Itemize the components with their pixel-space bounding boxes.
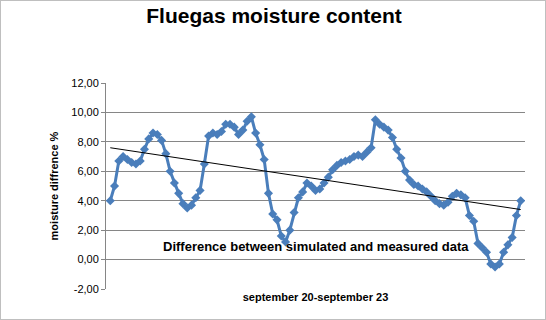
- svg-text:6,00: 6,00: [77, 165, 98, 177]
- svg-text:moisture diffrence %: moisture diffrence %: [48, 131, 60, 240]
- svg-text:10,00: 10,00: [71, 106, 99, 118]
- svg-text:0,00: 0,00: [77, 253, 98, 265]
- svg-text:12,00: 12,00: [71, 77, 99, 89]
- svg-text:4,00: 4,00: [77, 195, 98, 207]
- svg-text:-2,00: -2,00: [74, 283, 99, 295]
- svg-text:Fluegas moisture content: Fluegas moisture content: [146, 4, 402, 27]
- svg-text:september 20-september 23: september 20-september 23: [243, 291, 389, 303]
- svg-text:Difference between simulated a: Difference between simulated and measure…: [163, 239, 469, 254]
- svg-text:8,00: 8,00: [77, 136, 98, 148]
- svg-text:2,00: 2,00: [77, 224, 98, 236]
